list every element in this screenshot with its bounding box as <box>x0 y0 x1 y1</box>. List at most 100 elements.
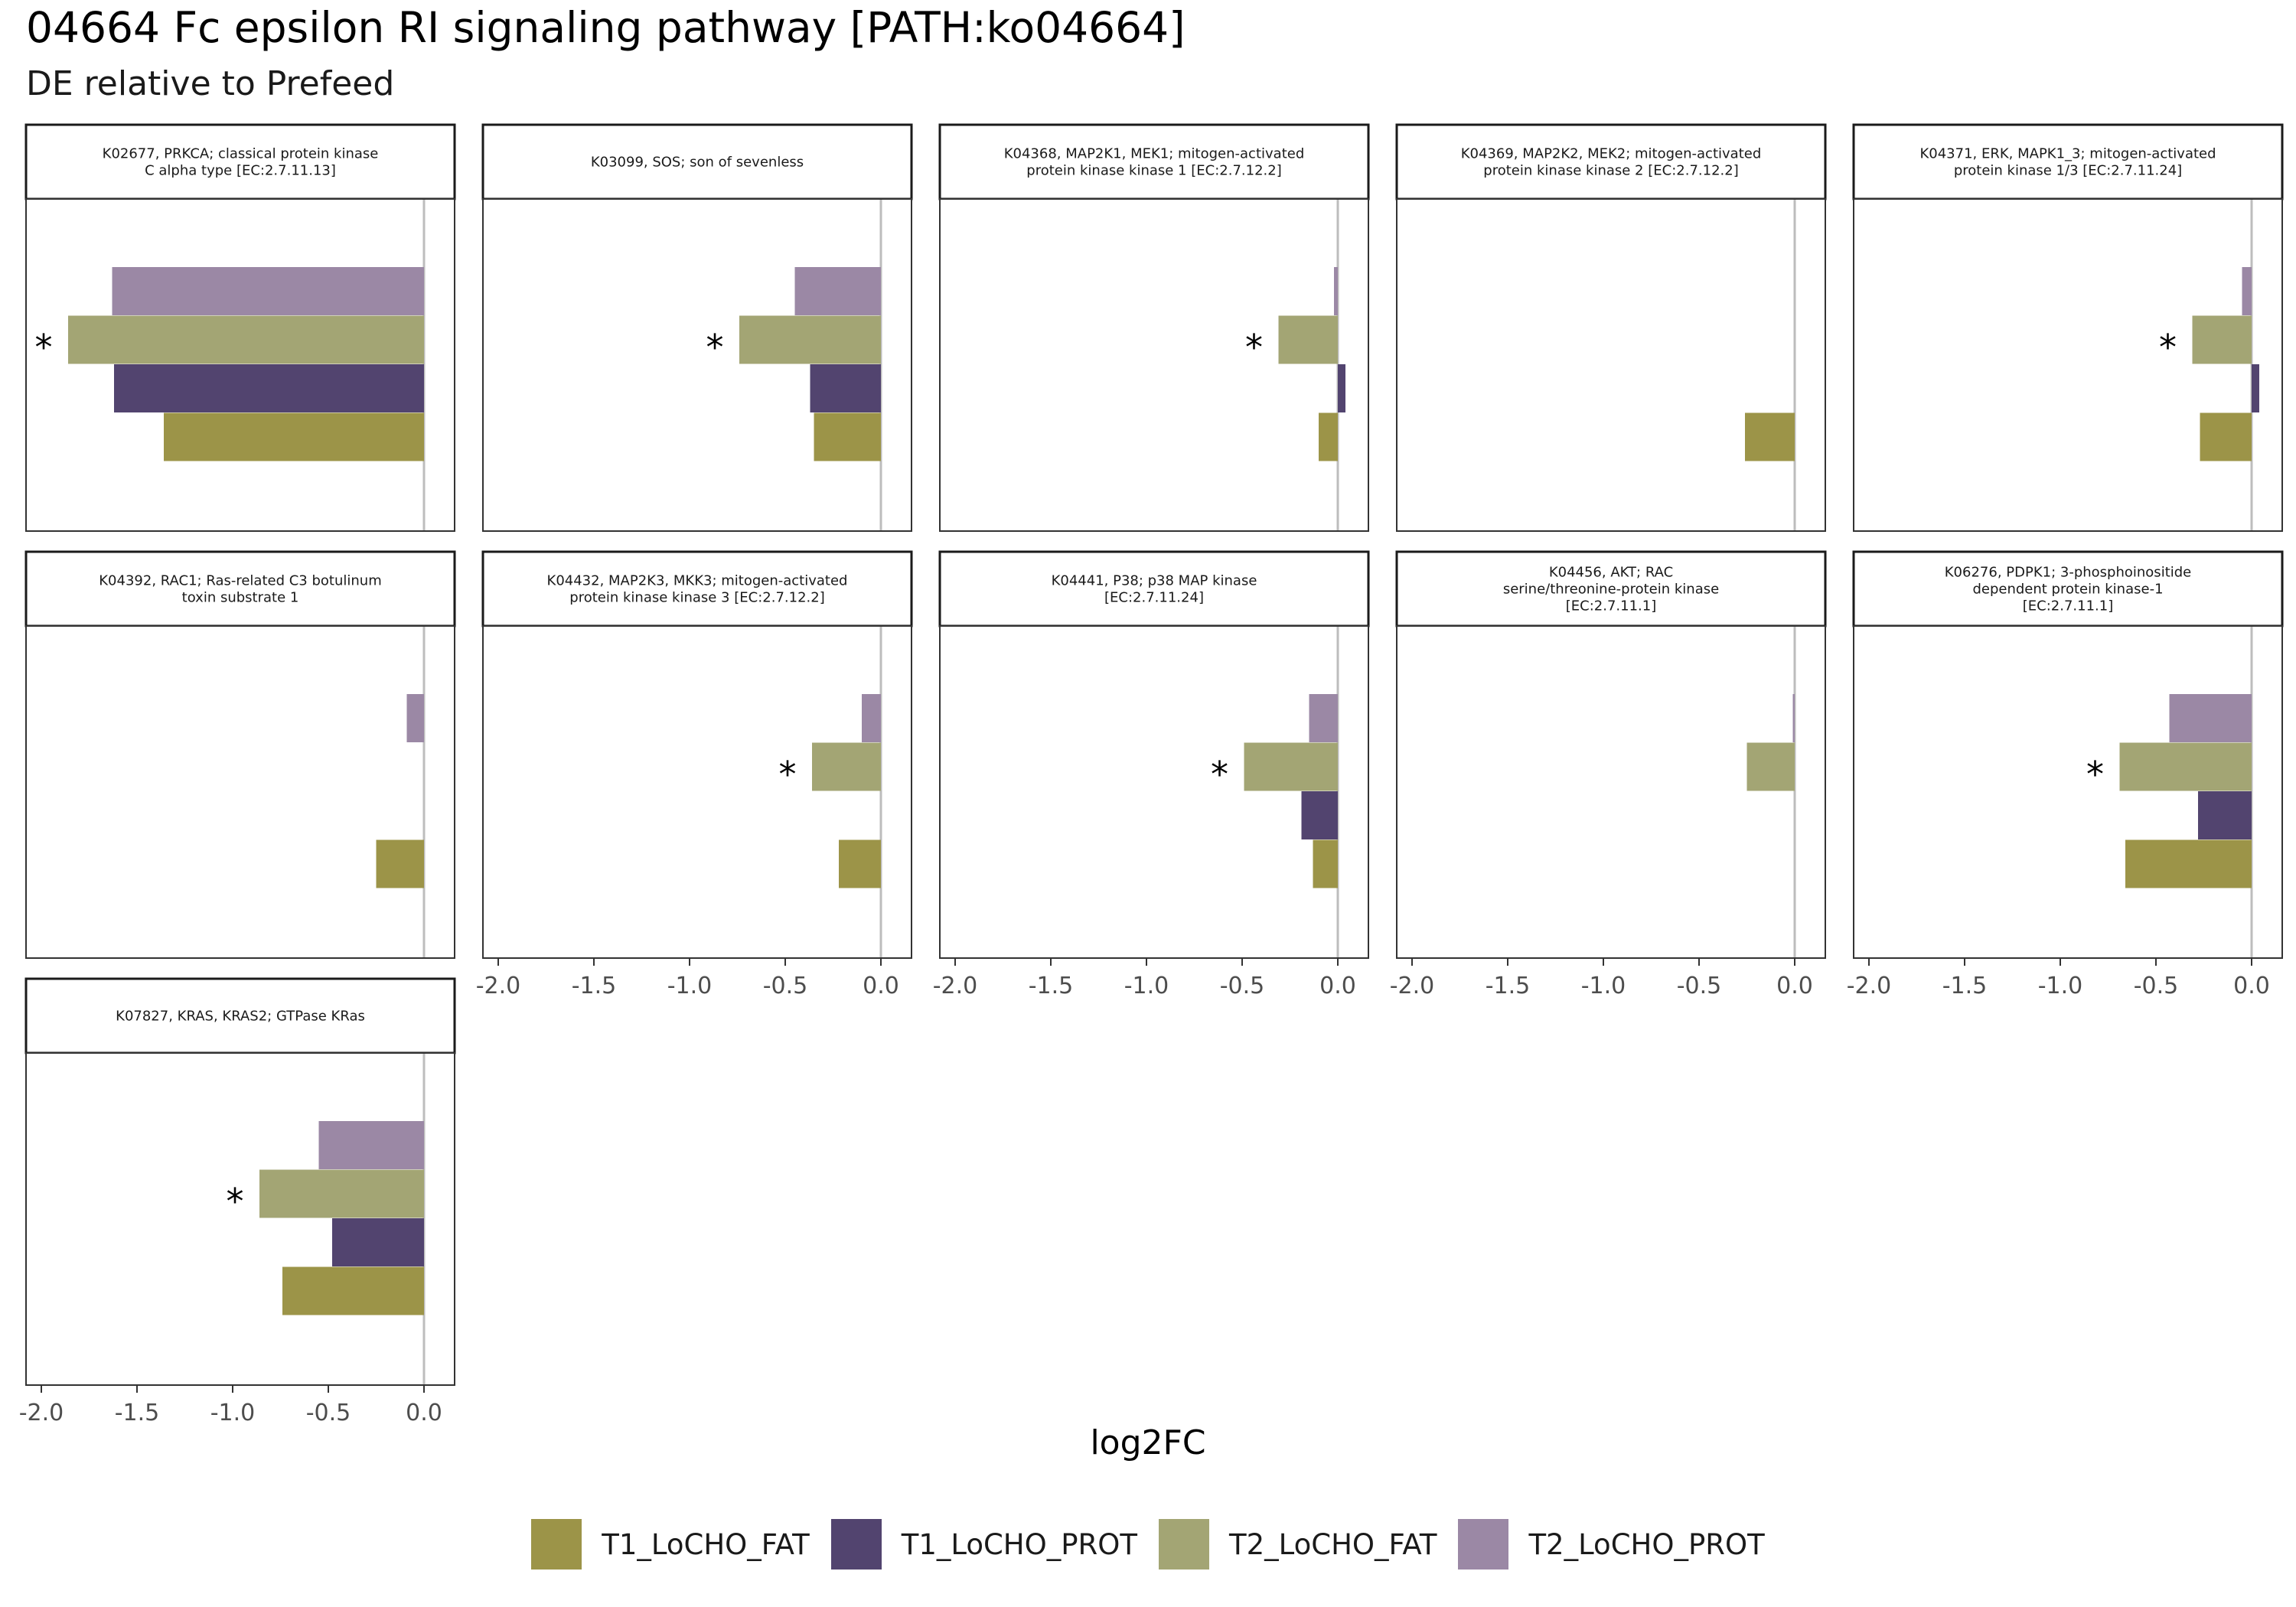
bar-t2-locho-fat <box>2119 742 2252 791</box>
bar-t1-locho-prot <box>2252 364 2259 412</box>
panel-border <box>482 625 912 959</box>
bar-t1-locho-fat <box>1745 412 1795 461</box>
facet-strip-label: [EC:2.7.11.1] <box>1566 598 1656 614</box>
panel-border <box>1853 198 2283 532</box>
legend-item-t2-locho-fat: T2_LoCHO_FAT <box>1159 1519 1437 1570</box>
x-tick-label: -1.0 <box>1124 973 1169 999</box>
bar-t1-locho-prot <box>332 1218 424 1266</box>
facet-strip-label: serine/threonine-protein kinase <box>1503 582 1719 598</box>
x-tick-label: -1.0 <box>2038 973 2083 999</box>
x-tick-label: -1.0 <box>667 973 713 999</box>
x-tick-label: -0.5 <box>1677 973 1722 999</box>
panel-border <box>25 198 455 532</box>
bar-t2-locho-prot <box>318 1121 424 1169</box>
bar-t2-locho-prot <box>1309 694 1338 742</box>
facet-panel: K07827, KRAS, KRAS2; GTPase KRas * -2.0 -1.… <box>19 977 456 1426</box>
facet-strip-label: K02677, PRKCA; classical protein kinase <box>103 146 379 162</box>
facet-strip-label: C alpha type [EC:2.7.11.13] <box>145 163 336 179</box>
facet-strip <box>24 977 456 1054</box>
bar-t2-locho-fat <box>1278 315 1338 364</box>
legend-item-t1-locho-fat: T1_LoCHO_FAT <box>531 1519 810 1570</box>
significance-marker: * <box>1211 754 1228 795</box>
facet-strip-label: protein kinase kinase 2 [EC:2.7.12.2] <box>1483 163 1738 179</box>
facet-panel: K04441, P38; p38 MAP kinase[EC:2.7.11.24… <box>933 550 1370 999</box>
facet-strip <box>1852 550 2284 627</box>
facet-strip <box>938 550 1370 627</box>
plot-background <box>26 626 455 958</box>
bar-t1-locho-prot <box>1338 364 1345 412</box>
facet-strip-label: toxin substrate 1 <box>182 590 299 606</box>
x-tick-label: -2.0 <box>933 973 978 999</box>
facet-strip <box>1852 123 2284 200</box>
x-tick-label: -0.5 <box>2134 973 2179 999</box>
x-tick-label: -1.5 <box>1029 973 1074 999</box>
facet-strip-label: protein kinase 1/3 [EC:2.7.11.24] <box>1954 163 2182 179</box>
legend-swatch <box>531 1519 582 1570</box>
x-tick-label: -2.0 <box>19 1400 64 1426</box>
facet-strip-label: protein kinase kinase 3 [EC:2.7.12.2] <box>569 590 824 606</box>
panel-border <box>1396 198 1826 532</box>
bar-t1-locho-fat <box>814 412 881 461</box>
plot-background <box>483 626 912 958</box>
facet-panel: K04432, MAP2K3, MKK3; mitogen-activatedp… <box>476 550 913 999</box>
facet-panel: K03099, SOS; son of sevenless * <box>481 123 913 532</box>
significance-marker: * <box>35 327 53 368</box>
facet-strip <box>24 123 456 200</box>
x-tick-label: -1.5 <box>572 973 617 999</box>
facet-strip-label: K04369, MAP2K2, MEK2; mitogen-activated <box>1461 146 1762 162</box>
x-tick-label: -0.5 <box>1220 973 1265 999</box>
bar-t2-locho-prot <box>112 267 424 315</box>
bar-t2-locho-prot <box>1792 694 1795 742</box>
bar-t1-locho-prot <box>810 364 881 412</box>
bar-t2-locho-prot <box>2242 267 2252 315</box>
panel-border <box>25 1052 455 1386</box>
facet-strip-label: K04441, P38; p38 MAP kinase <box>1052 573 1257 589</box>
bar-t2-locho-prot <box>1334 267 1338 315</box>
facet-strip <box>938 123 1370 200</box>
legend-swatch <box>1159 1519 1209 1570</box>
panel-border <box>1396 625 1826 959</box>
legend-label: T1_LoCHO_FAT <box>602 1527 810 1561</box>
significance-marker: * <box>2159 327 2177 368</box>
facet-strip-label: K04456, AKT; RAC <box>1549 565 1673 581</box>
bar-t2-locho-fat <box>259 1169 424 1218</box>
significance-marker: * <box>1245 327 1263 368</box>
bar-t2-locho-fat <box>68 315 424 364</box>
legend: T1_LoCHO_FAT T1_LoCHO_PROT T2_LoCHO_FAT … <box>0 1519 2296 1570</box>
chart-subtitle: DE relative to Prefeed <box>26 64 395 103</box>
bar-t2-locho-fat <box>1244 742 1338 791</box>
facet-strip <box>1395 123 1827 200</box>
x-tick-label: -1.0 <box>1581 973 1626 999</box>
plot-background <box>1854 199 2282 531</box>
legend-swatch <box>830 1519 882 1570</box>
bar-t1-locho-fat <box>839 839 881 888</box>
facet-panel: K04371, ERK, MAPK1_3; mitogen-activatedp… <box>1852 123 2284 532</box>
bar-t1-locho-fat <box>2200 412 2252 461</box>
facet-strip-label: K07827, KRAS, KRAS2; GTPase KRas <box>116 1009 365 1025</box>
significance-marker: * <box>2086 754 2104 795</box>
bar-t1-locho-prot <box>114 364 424 412</box>
legend-label: T2_LoCHO_PROT <box>1528 1527 1765 1561</box>
x-tick-label: 0.0 <box>1776 973 1813 999</box>
panel-border <box>25 625 455 959</box>
significance-marker: * <box>779 754 797 795</box>
x-tick-label: -1.5 <box>1942 973 1988 999</box>
chart-title: 04664 Fc epsilon RI signaling pathway [P… <box>26 3 1186 52</box>
x-tick-label: -2.0 <box>476 973 521 999</box>
bar-t2-locho-prot <box>862 694 881 742</box>
bar-t1-locho-fat <box>282 1266 424 1315</box>
plot-background <box>940 626 1368 958</box>
facet-panel: K02677, PRKCA; classical protein kinaseC… <box>24 123 456 532</box>
plot-background <box>1397 199 1825 531</box>
facet-strip-label: K04392, RAC1; Ras-related C3 botulinum <box>99 573 382 589</box>
facet-strip <box>481 123 913 200</box>
x-tick-label: -1.0 <box>210 1400 256 1426</box>
legend-item-t1-locho-prot: T1_LoCHO_PROT <box>830 1519 1137 1570</box>
facet-panel: K04456, AKT; RACserine/threonine-protein… <box>1390 550 1827 999</box>
x-tick-label: 0.0 <box>863 973 899 999</box>
bar-t2-locho-fat <box>1746 742 1795 791</box>
x-axis-title: log2FC <box>1090 1423 1206 1462</box>
panel-border <box>1853 625 2283 959</box>
x-tick-label: -1.5 <box>115 1400 160 1426</box>
